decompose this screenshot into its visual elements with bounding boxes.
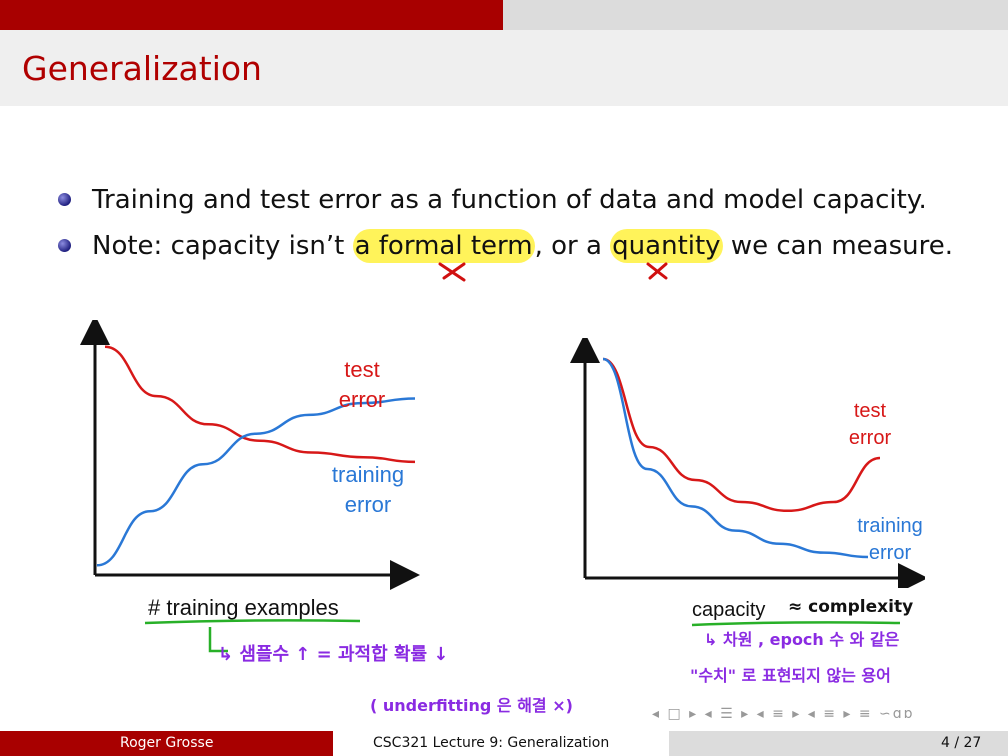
left-xlabel: # training examples	[148, 595, 339, 620]
right-xlabel: capacity	[692, 599, 766, 621]
footer-lecture: CSC321 Lecture 9: Generalization	[373, 735, 610, 751]
bullet-text: Training and test error as a function of…	[92, 185, 927, 215]
bullet-dot-icon	[58, 193, 71, 206]
series-training-error	[96, 397, 416, 567]
label-error: error	[345, 492, 391, 517]
series-test-error	[602, 357, 881, 513]
annotation-complexity: ≈ complexity	[788, 597, 914, 617]
annotation-left: ↳ 샘플수 ↑ = 과적합 확률 ↓	[218, 644, 449, 665]
bullet-text-part: Note: capacity isn’t	[92, 231, 353, 261]
annotation-strokes	[144, 619, 901, 653]
bullet-dot-icon	[58, 239, 71, 252]
bullet-text-part: , or a	[534, 231, 611, 261]
label-error: error	[849, 427, 892, 449]
annotation-right2: "수치" 로 표현되지 않는 용어	[690, 666, 891, 685]
progress-bar-empty	[503, 0, 1008, 30]
footer-author: Roger Grosse	[120, 735, 214, 751]
label-error: error	[869, 542, 912, 564]
label-training: training	[857, 515, 923, 537]
series-training-error	[602, 357, 869, 559]
cross-mark-icon	[646, 262, 668, 280]
footer-author-box: Roger Grosse	[0, 731, 333, 756]
footer-lecture-box: CSC321 Lecture 9: Generalization	[333, 731, 669, 756]
highlight-quantity: quantity	[610, 229, 723, 263]
bullet-text: Note: capacity isn’t a formal term, or a…	[92, 226, 953, 266]
label-test: test	[344, 357, 379, 382]
footer-page: 4 / 27	[941, 735, 982, 751]
label-test: test	[854, 400, 887, 422]
cross-marks	[438, 262, 668, 282]
label-training: training	[332, 462, 404, 487]
cross-mark-icon	[438, 262, 466, 282]
bullet-text-part: we can measure.	[722, 231, 953, 261]
slide-title: Generalization	[22, 49, 262, 88]
footer-page-box: 4 / 27	[669, 731, 1008, 756]
right-plot: test error training error	[570, 338, 925, 588]
left-plot: test error training error	[80, 320, 420, 590]
footer: Roger Grosse CSC321 Lecture 9: Generaliz…	[0, 731, 1008, 756]
beamer-nav-icons[interactable]: ◂ □ ▸ ◂ ☰ ▸ ◂ ≡ ▸ ◂ ≡ ▸ ≡ ∽ɑɒ	[652, 706, 915, 722]
annotation-right: ↳ 차원 , epoch 수 와 같은	[704, 630, 900, 649]
title-bar	[0, 30, 1008, 106]
highlight-formal-term: a formal term	[352, 229, 535, 263]
progress-bar-filled	[0, 0, 503, 30]
annotation-left2: ( underfitting 은 해결 ×)	[370, 696, 573, 715]
series-test-error	[104, 345, 416, 464]
label-error: error	[339, 387, 385, 412]
